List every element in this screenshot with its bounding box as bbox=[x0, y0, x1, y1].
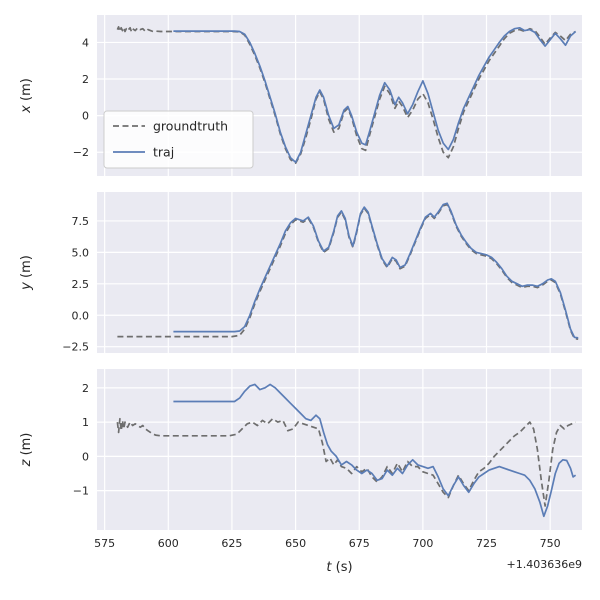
y-tick-label: −1 bbox=[73, 485, 89, 498]
series-groundtruth-line-x bbox=[116, 26, 576, 165]
x-tick-label: 725 bbox=[476, 537, 497, 550]
y-tick-label: 0.0 bbox=[72, 309, 90, 322]
legend-box bbox=[103, 110, 254, 169]
y-tick-label: 2 bbox=[82, 73, 89, 86]
x-axis-offset-text: +1.403636e9 bbox=[507, 558, 582, 571]
subplot-y: −2.5 0.0 2.5 5.0 7.5 y (m) bbox=[19, 192, 582, 354]
y-tick-label: 5.0 bbox=[72, 246, 90, 259]
series-traj-line-y bbox=[173, 202, 579, 339]
y-axis-label-x: x (m) bbox=[19, 78, 34, 114]
panel-background bbox=[97, 192, 582, 353]
y-tick-label: 0 bbox=[82, 450, 89, 463]
y-tick-label: 2 bbox=[82, 382, 89, 395]
x-tick-label: 600 bbox=[158, 537, 179, 550]
legend: groundtruth traj bbox=[103, 110, 254, 169]
series-traj-line-z bbox=[173, 383, 577, 518]
y-tick-label: −2.5 bbox=[62, 341, 89, 354]
y-tick-label: 7.5 bbox=[72, 215, 90, 228]
series-groundtruth-line-y bbox=[117, 203, 579, 341]
y-axis-label-y: y (m) bbox=[19, 255, 34, 291]
x-tick-label: 625 bbox=[221, 537, 242, 550]
y-axis-label-z: z (m) bbox=[19, 433, 34, 468]
legend-label-traj: traj bbox=[153, 145, 174, 160]
subplot-x: −2 0 2 4 x (m) groundtruth traj bbox=[19, 15, 582, 176]
y-tick-label: 1 bbox=[82, 416, 89, 429]
x-tick-label: 675 bbox=[349, 537, 370, 550]
x-tick-label: 575 bbox=[94, 537, 115, 550]
y-tick-label: 0 bbox=[82, 110, 89, 123]
series-traj-line-x bbox=[173, 26, 577, 164]
y-tick-label: 4 bbox=[82, 36, 89, 49]
y-tick-label: −2 bbox=[73, 146, 89, 159]
series-groundtruth-line-z bbox=[116, 417, 576, 507]
subplot-z: −1 0 1 2 z (m) bbox=[19, 369, 582, 530]
panel-background bbox=[97, 369, 582, 530]
x-tick-label: 650 bbox=[285, 537, 306, 550]
x-tick-label: 750 bbox=[540, 537, 561, 550]
x-tick-label: 700 bbox=[412, 537, 433, 550]
x-axis-label: t (s) bbox=[326, 560, 352, 575]
y-tick-label: 2.5 bbox=[72, 278, 90, 291]
legend-label-groundtruth: groundtruth bbox=[153, 119, 228, 134]
